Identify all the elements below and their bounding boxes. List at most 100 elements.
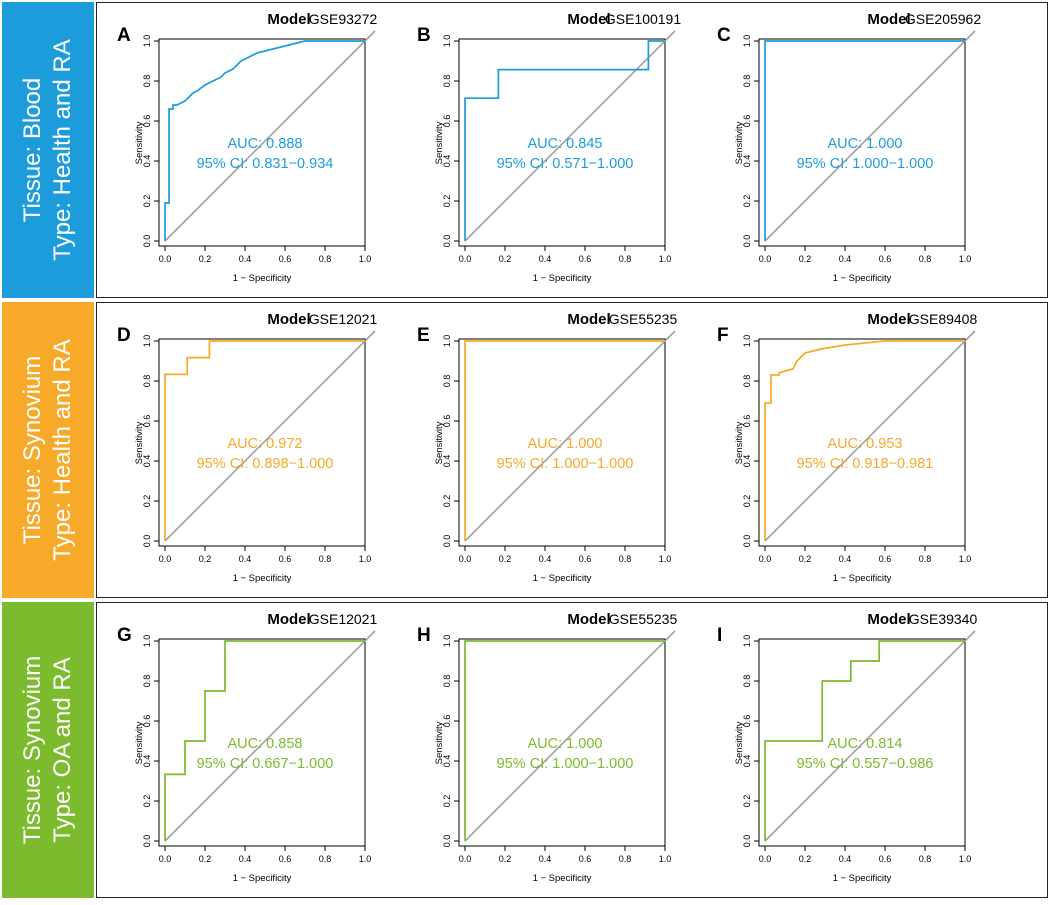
dataset-label: GSE55235 [609,611,678,627]
dataset-label: GSE100191 [605,11,681,27]
ci-label: 95% CI: 0.557−0.986 [797,756,934,772]
x-tick-label: 1.0 [659,554,672,564]
y-tick-label: 0.8 [142,375,152,388]
x-tick-label: 0.8 [319,854,332,864]
auc-label: AUC: 0.888 [228,136,303,152]
x-axis-label: 1 − Specificity [233,273,292,284]
panel-letter: B [417,25,431,46]
auc-label: AUC: 0.858 [228,736,303,752]
x-tick-label: 0.6 [879,554,892,564]
y-tick-label: 0.0 [442,535,452,548]
y-tick-label: 1.0 [442,335,452,348]
x-tick-label: 0.0 [459,854,472,864]
y-axis-label: Sensitivity [134,121,145,164]
x-tick-label: 0.0 [759,254,772,264]
y-tick-label: 0.2 [742,795,752,808]
y-tick-label: 0.6 [442,415,452,428]
x-tick-label: 0.8 [919,854,932,864]
x-tick-label: 0.0 [459,554,472,564]
auc-label: AUC: 0.814 [828,736,903,752]
y-axis-label: Sensitivity [434,721,445,764]
auc-label: AUC: 1.000 [528,436,603,452]
x-tick-label: 0.6 [579,854,592,864]
x-tick-label: 0.8 [919,554,932,564]
chart-title: Model [267,611,310,628]
row-label-text: Tissue: Synovium Type: OA and RA [2,602,94,898]
plot-frame [758,38,966,247]
x-tick-label: 1.0 [959,554,972,564]
type-label: Type: Health and RA [49,339,76,561]
chart-title: Model [567,311,610,328]
y-tick-label: 0.0 [742,235,752,248]
y-tick-label: 0.8 [442,675,452,688]
reference-diagonal [164,330,376,542]
x-tick-label: 0.8 [319,554,332,564]
y-tick-label: 0.4 [742,455,752,468]
x-axis-label: 1 − Specificity [233,873,292,884]
plot-frame [758,638,966,847]
x-tick-label: 0.8 [619,254,632,264]
y-tick-label: 0.8 [742,675,752,688]
x-tick-label: 0.2 [199,854,212,864]
x-tick-label: 0.8 [319,254,332,264]
plot-frame [158,38,366,247]
panel-letter: C [717,25,731,46]
y-tick-label: 0.2 [442,495,452,508]
y-tick-label: 0.0 [442,835,452,848]
chart-title: Model [267,11,310,28]
tissue-label: Tissue: Synovium [19,655,46,845]
x-tick-label: 1.0 [959,254,972,264]
ci-label: 95% CI: 1.000−1.000 [797,156,934,172]
reference-diagonal [464,330,676,542]
auc-label: AUC: 1.000 [828,136,903,152]
reference-diagonal [764,630,976,842]
y-tick-label: 0.4 [142,755,152,768]
row-label-text: Tissue: Blood Type: Health and RA [2,2,94,298]
y-tick-label: 0.0 [742,835,752,848]
x-tick-label: 0.2 [499,554,512,564]
x-tick-label: 0.4 [539,254,552,264]
y-axis-label: Sensitivity [734,721,745,764]
row-synovium-oa: Tissue: Synovium Type: OA and RA G Model G… [0,600,1052,900]
y-tick-label: 0.2 [742,195,752,208]
dataset-label: GSE55235 [609,311,678,327]
x-tick-label: 0.0 [159,254,172,264]
y-tick-label: 0.8 [742,75,752,88]
x-axis-label: 1 − Specificity [833,873,892,884]
x-tick-label: 1.0 [359,854,372,864]
y-tick-label: 0.0 [742,535,752,548]
type-label: Type: Health and RA [49,39,76,261]
dataset-label: GSE12021 [309,311,378,327]
x-tick-label: 0.4 [839,554,852,564]
y-tick-label: 1.0 [742,635,752,648]
panel-letter: A [117,25,131,46]
x-tick-label: 0.2 [799,554,812,564]
x-tick-label: 0.4 [239,854,252,864]
x-tick-label: 0.4 [539,854,552,864]
x-axis-label: 1 − Specificity [833,273,892,284]
x-tick-label: 0.2 [799,854,812,864]
reference-diagonal [464,630,676,842]
roc-curve [164,40,365,241]
x-tick-label: 0.6 [579,254,592,264]
x-tick-label: 0.6 [879,854,892,864]
roc-curve [764,40,965,241]
plot-frame [758,338,966,547]
y-tick-label: 0.6 [742,115,752,128]
y-axis-label: Sensitivity [434,121,445,164]
dataset-label: GSE39340 [909,611,978,627]
plot-frame [458,38,666,247]
x-tick-label: 0.2 [499,254,512,264]
y-tick-label: 0.4 [142,455,152,468]
row-synovium-health: Tissue: Synovium Type: Health and RA D Mo… [0,300,1052,600]
auc-label: AUC: 0.845 [528,136,603,152]
x-tick-label: 0.2 [199,254,212,264]
reference-diagonal [164,30,376,242]
reference-diagonal [464,30,676,242]
y-tick-label: 0.4 [142,155,152,168]
chart-title: Model [267,311,310,328]
